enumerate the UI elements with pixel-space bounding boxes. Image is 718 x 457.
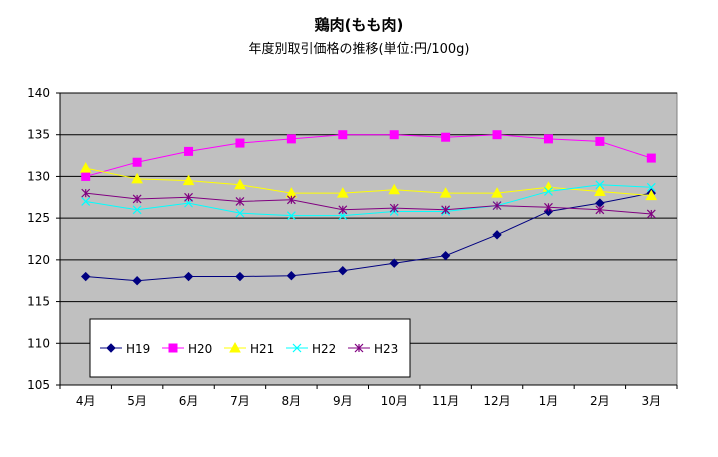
data-point-h22 (235, 208, 245, 218)
data-point-h20 (286, 134, 296, 144)
data-point-h19 (132, 276, 142, 286)
data-point-h20 (595, 136, 605, 146)
data-point-h19 (81, 271, 91, 282)
data-point-h22 (646, 182, 656, 192)
series-line-h21 (85, 167, 652, 197)
x-tick-label: 10月 (381, 394, 408, 408)
y-tick-label: 110 (27, 336, 50, 350)
data-point-h23 (441, 205, 451, 215)
data-point-h21 (491, 187, 503, 198)
data-point-h20 (81, 171, 91, 181)
data-point-h20 (338, 130, 348, 140)
data-point-h21 (594, 185, 606, 196)
data-point-h22 (132, 205, 142, 215)
data-point-h19 (389, 258, 399, 268)
x-tick-label: 9月 (333, 394, 353, 408)
y-tick-label: 120 (27, 253, 50, 267)
data-point-h20 (132, 157, 142, 167)
data-point-h20 (646, 153, 656, 163)
x-tick-label: 8月 (282, 394, 302, 408)
x-tick-label: 1月 (539, 394, 559, 408)
y-tick-label: 105 (27, 378, 50, 392)
series-line-h22 (85, 184, 652, 217)
data-point-h23 (286, 195, 296, 205)
data-point-h23 (81, 188, 91, 198)
data-point-h23 (389, 203, 399, 213)
x-tick-label: 5月 (127, 394, 147, 408)
data-point-h20 (184, 146, 194, 156)
data-point-h19 (183, 271, 194, 282)
data-point-h21 (645, 189, 658, 201)
data-point-h19 (492, 230, 502, 240)
legend-marker-h20 (168, 343, 178, 353)
x-tick-label: 12月 (483, 394, 510, 408)
x-tick-label: 3月 (641, 394, 661, 408)
data-point-h20 (492, 130, 502, 140)
data-point-h21 (388, 183, 401, 195)
data-point-h20 (543, 134, 553, 144)
data-point-h21 (336, 187, 349, 198)
x-tick-label: 4月 (76, 394, 96, 408)
data-point-h19 (286, 271, 297, 281)
y-tick-label: 130 (27, 169, 50, 183)
data-point-h23 (646, 209, 656, 219)
data-point-h19 (235, 271, 245, 282)
y-tick-label: 140 (27, 86, 50, 100)
x-tick-label: 7月 (230, 394, 250, 408)
data-point-h23 (595, 205, 605, 215)
legend-label-h20: H20 (188, 342, 212, 356)
x-tick-label: 6月 (179, 394, 199, 408)
data-point-h20 (235, 138, 245, 148)
series-line-h20 (85, 134, 652, 177)
data-point-h21 (234, 178, 246, 190)
data-point-h21 (79, 162, 92, 173)
legend-label-h22: H22 (312, 342, 336, 356)
data-point-h22 (544, 187, 553, 196)
series-line-h23 (85, 192, 652, 215)
data-point-h20 (441, 132, 451, 142)
data-point-h21 (131, 172, 143, 184)
data-point-h19 (440, 250, 451, 261)
data-point-h23 (184, 192, 193, 202)
y-tick-label: 135 (27, 128, 50, 142)
data-point-h23 (132, 194, 142, 204)
data-point-h22 (595, 180, 605, 190)
x-tick-label: 11月 (432, 394, 459, 408)
legend-marker-h23 (354, 343, 364, 353)
data-point-h21 (182, 174, 195, 186)
x-tick-label: 2月 (590, 394, 610, 408)
legend-marker-h21 (229, 341, 241, 353)
chart-title: 鶏肉(もも肉) (314, 16, 404, 34)
legend-label-h19: H19 (126, 342, 150, 356)
chart-subtitle: 年度別取引価格の推移(単位:円/100g) (248, 42, 470, 57)
data-point-h23 (338, 205, 348, 215)
data-point-h23 (492, 201, 502, 211)
legend-marker-h19 (106, 343, 116, 353)
data-point-h22 (81, 197, 91, 206)
legend-label-h21: H21 (250, 342, 274, 356)
data-point-h20 (389, 130, 399, 140)
y-tick-label: 125 (27, 211, 50, 225)
data-point-h23 (235, 197, 245, 206)
data-point-h21 (439, 187, 452, 198)
legend-marker-h22 (292, 343, 302, 353)
data-point-h23 (544, 202, 553, 212)
series-line-h19 (85, 192, 652, 282)
data-point-h22 (286, 211, 296, 221)
y-tick-label: 115 (27, 295, 50, 309)
data-point-h19 (338, 265, 348, 276)
legend-label-h23: H23 (374, 342, 398, 356)
